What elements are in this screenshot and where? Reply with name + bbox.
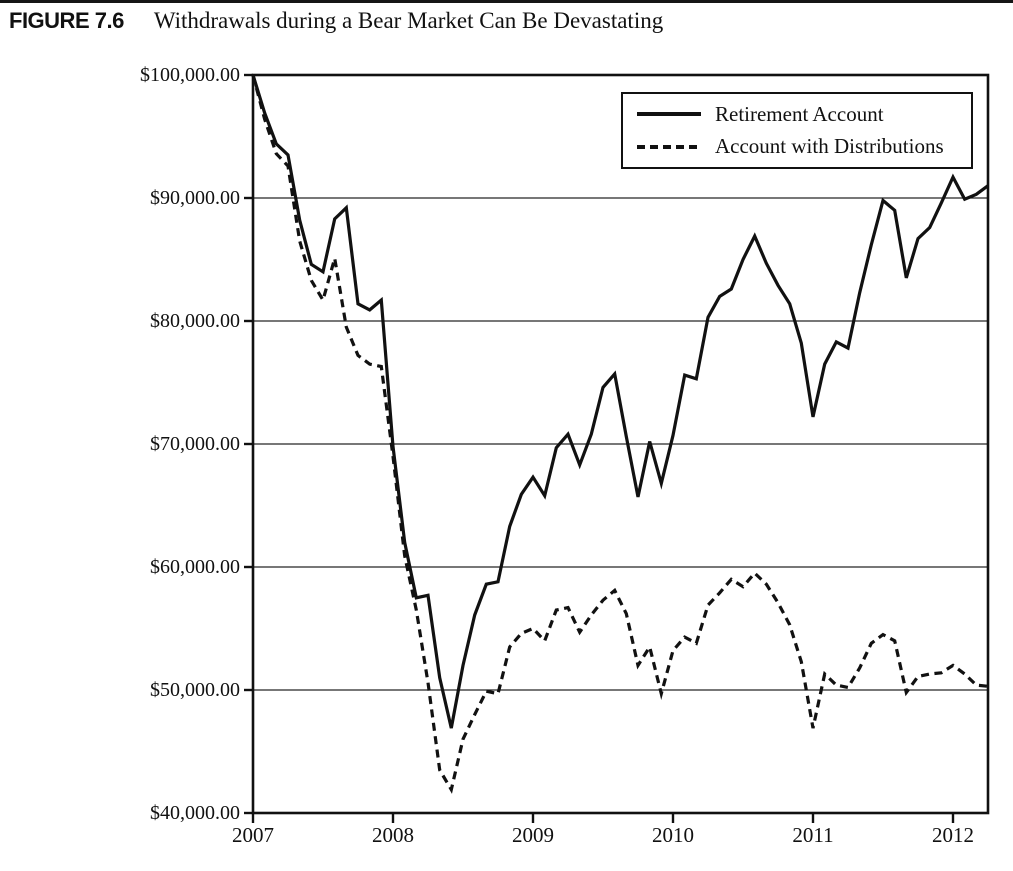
plot-border xyxy=(251,73,990,815)
x-axis-tick-label: 2012 xyxy=(932,823,974,847)
x-axis-tick-label: 2010 xyxy=(652,823,694,847)
x-axis-tick-label: 2011 xyxy=(792,823,834,847)
figure-label: FIGURE 7.6 xyxy=(9,8,124,33)
y-axis-tick-label: $60,000.00 xyxy=(150,556,240,578)
chart-legend: Retirement Account Account with Distribu… xyxy=(621,92,973,169)
legend-item-account-with-distributions: Account with Distributions xyxy=(637,134,971,159)
x-axis-tick-label: 2007 xyxy=(232,823,274,847)
y-axis-tick-label: $70,000.00 xyxy=(150,433,240,455)
legend-label-account-with-distributions: Account with Distributions xyxy=(715,134,944,159)
x-axis-tick-label: 2009 xyxy=(512,823,554,847)
solid-line-sample xyxy=(637,112,701,117)
x-axis-tick-label: 2008 xyxy=(372,823,414,847)
y-axis-tick-label: $80,000.00 xyxy=(150,310,240,332)
legend-label-retirement-account: Retirement Account xyxy=(715,101,884,126)
y-axis-tick-label: $100,000.00 xyxy=(140,64,240,86)
figure-caption: FIGURE 7.6 Withdrawals during a Bear Mar… xyxy=(9,8,663,34)
figure-title: Withdrawals during a Bear Market Can Be … xyxy=(153,8,664,33)
series-line-dashed xyxy=(251,74,989,794)
series-line-solid xyxy=(251,74,989,729)
legend-item-retirement-account: Retirement Account xyxy=(637,102,971,127)
y-axis-tick-label: $90,000.00 xyxy=(150,187,240,209)
y-axis-tick-label: $50,000.00 xyxy=(150,679,240,701)
top-rule xyxy=(0,0,1013,3)
dashed-line-sample xyxy=(637,144,701,149)
y-axis-tick-label: $40,000.00 xyxy=(150,802,240,824)
